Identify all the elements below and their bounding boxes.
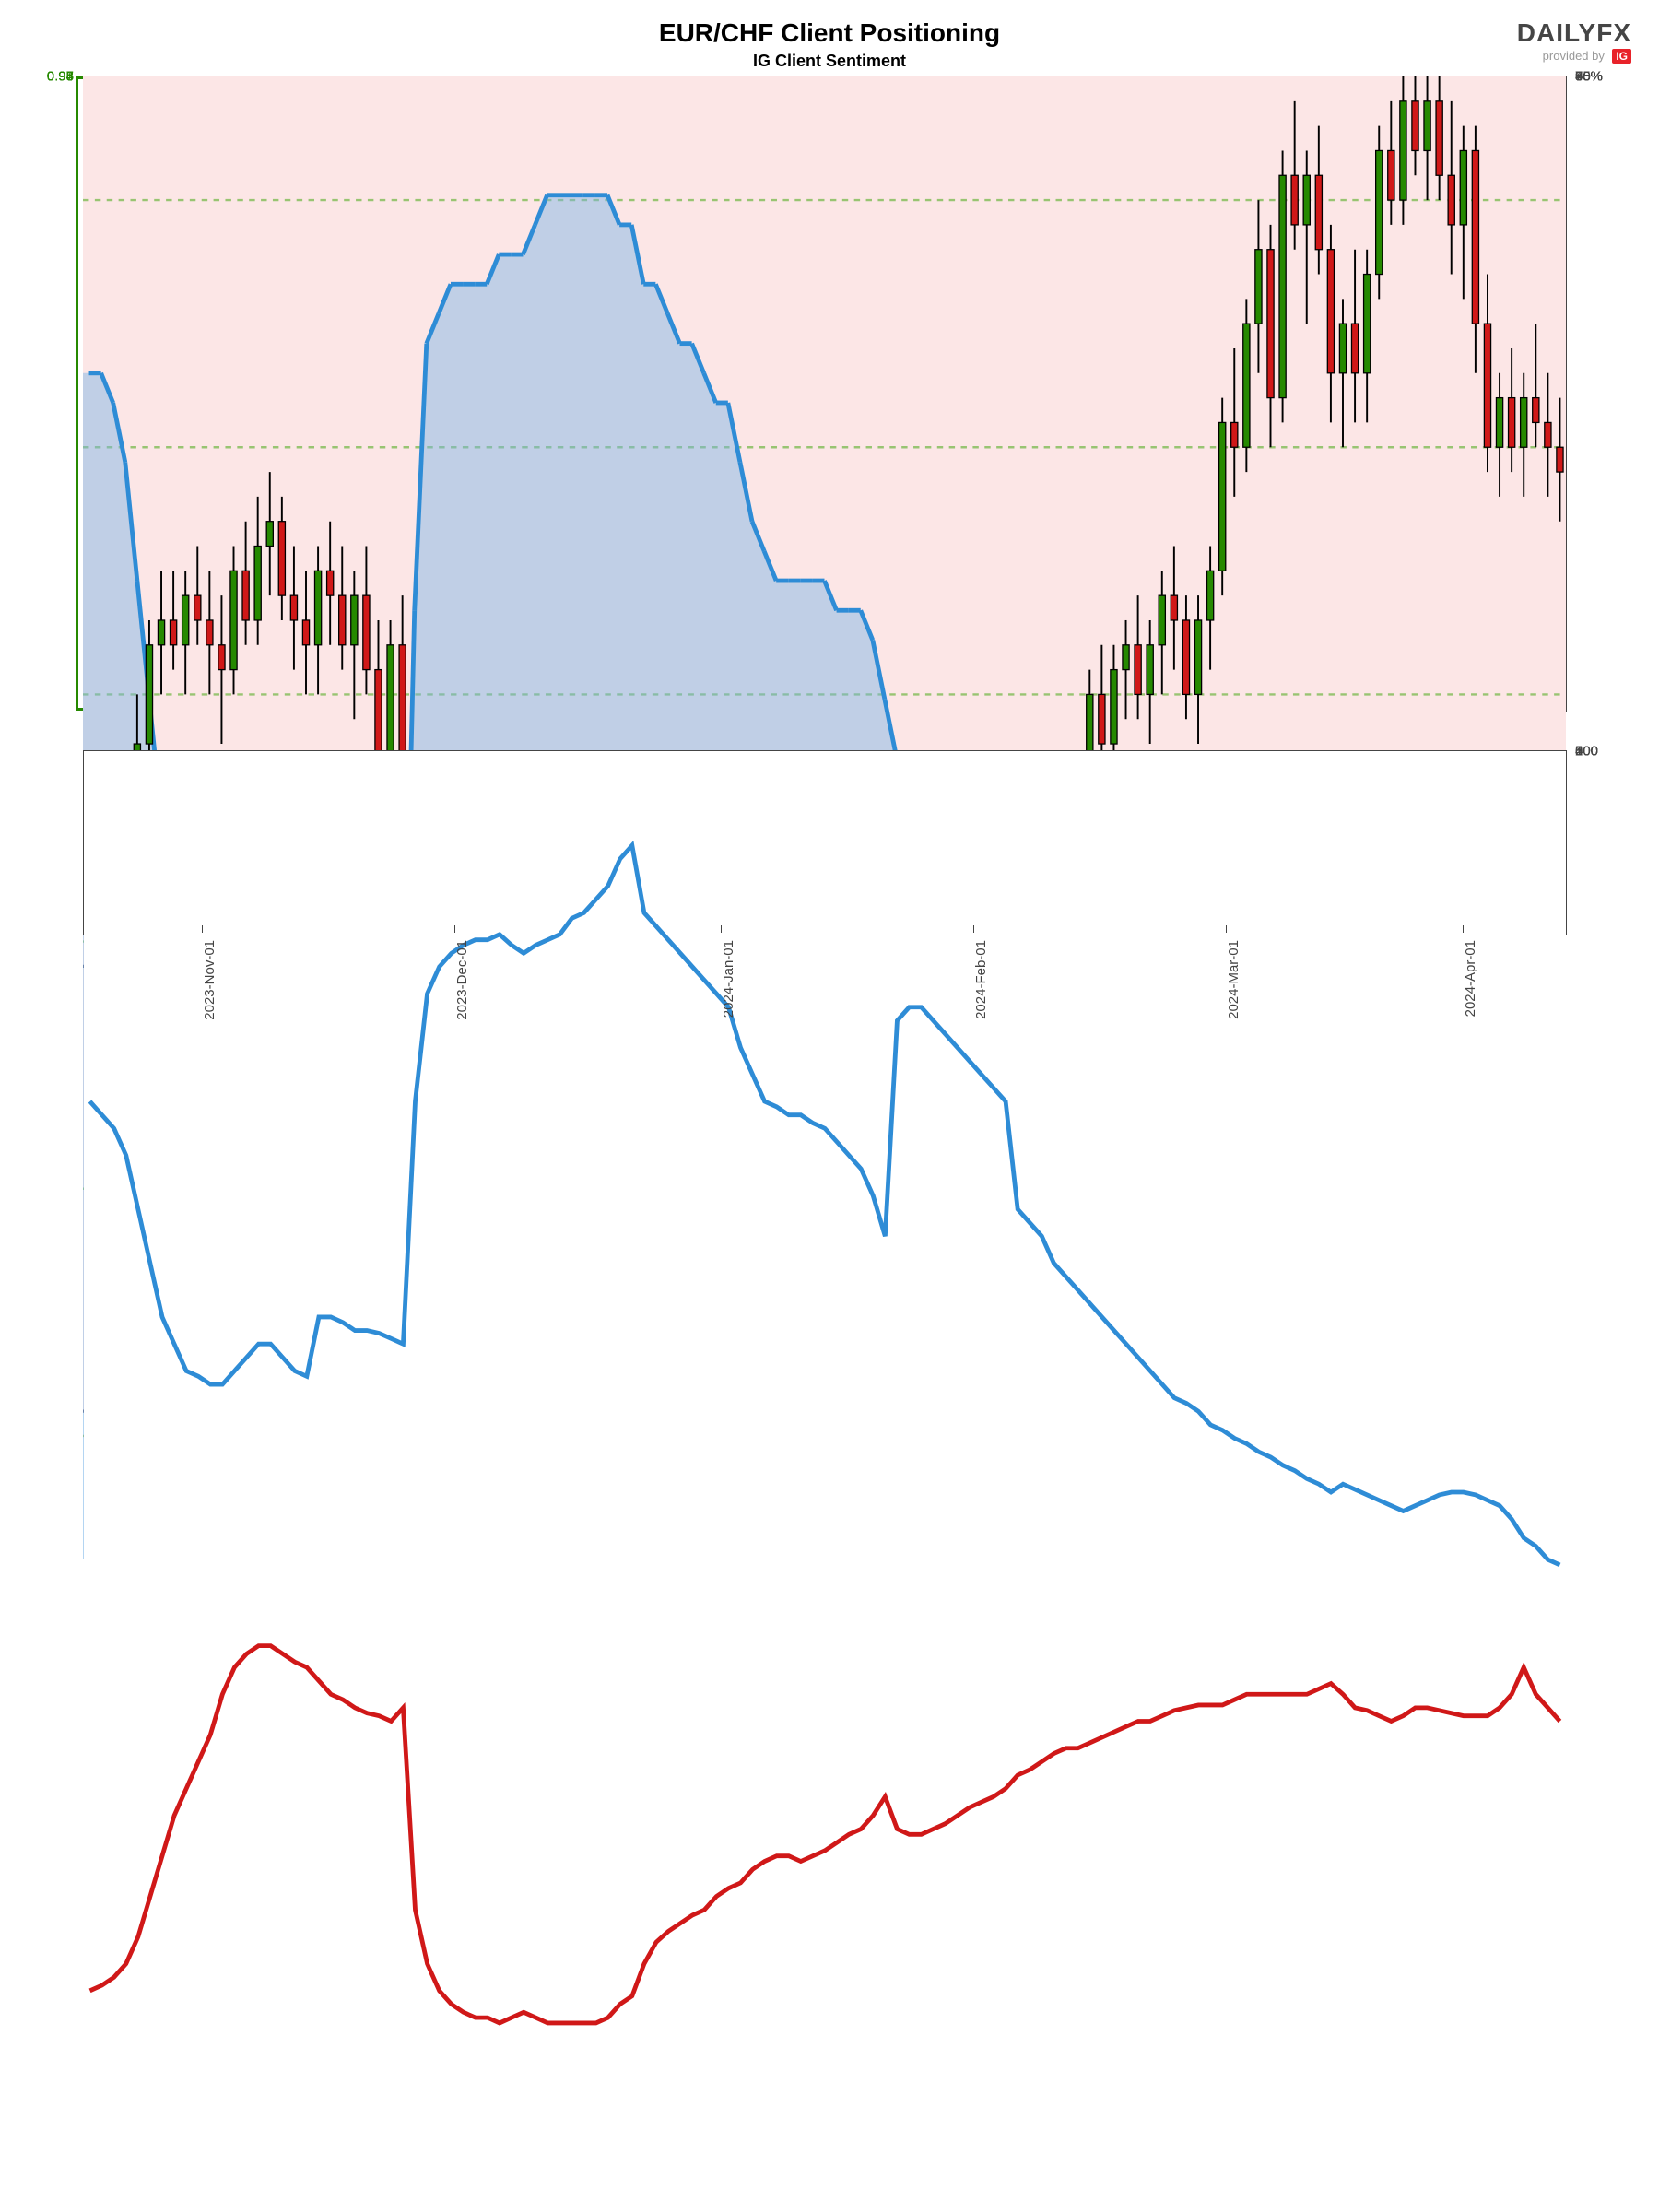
brand-logo: DAILYFX provided by IG bbox=[1517, 18, 1631, 65]
main-chart: 0.930.940.950.960.970.98 45%50%55%60%65%… bbox=[83, 76, 1567, 712]
x-tick-mark bbox=[454, 925, 455, 933]
x-axis: 2023-Nov-01 2023-Dec-01 2024-Jan-01 2024-Fe… bbox=[83, 935, 1567, 1064]
chart-subtitle: IG Client Sentiment bbox=[28, 52, 1631, 71]
x-tick: 2024-Apr-01 bbox=[1463, 940, 1478, 1017]
x-tick-mark bbox=[1463, 925, 1464, 933]
y-right-tick: 95% bbox=[1575, 69, 1621, 85]
y-left-tick: 0.98 bbox=[28, 69, 74, 85]
x-tick: 2024-Mar-01 bbox=[1226, 940, 1241, 1019]
logo-subtext: provided by bbox=[1543, 49, 1605, 63]
x-tick-mark bbox=[202, 925, 203, 933]
logo-text: DAILYFX bbox=[1517, 18, 1631, 48]
ig-badge: IG bbox=[1612, 49, 1631, 64]
x-tick: 2024-Jan-01 bbox=[721, 940, 736, 1018]
x-tick-mark bbox=[1226, 925, 1227, 933]
chart-title: EUR/CHF Client Positioning bbox=[28, 18, 1631, 48]
sub-y-tick: 500 bbox=[1575, 744, 1621, 759]
x-tick: 2023-Nov-01 bbox=[202, 940, 218, 1020]
x-tick-mark bbox=[973, 925, 974, 933]
left-axis-bracket bbox=[76, 76, 83, 711]
x-tick: 2023-Dec-01 bbox=[454, 940, 470, 1020]
x-tick: 2024-Feb-01 bbox=[973, 940, 989, 1019]
x-tick-mark bbox=[721, 925, 722, 933]
sub-chart: 0100200300400500 bbox=[83, 750, 1567, 935]
